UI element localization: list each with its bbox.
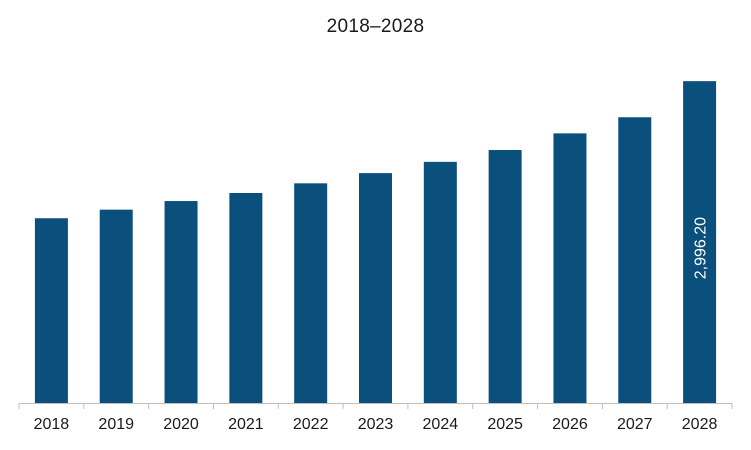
- bar-2024: [423, 161, 457, 403]
- bar-2020: [164, 201, 198, 403]
- chart-title: 2018–2028: [326, 16, 425, 37]
- x-tick-label-2025: 2025: [487, 416, 523, 433]
- bar-2023: [359, 173, 392, 403]
- x-tick-label-2028: 2028: [682, 416, 718, 433]
- bar-2018: [34, 218, 68, 403]
- x-tick-label-2018: 2018: [34, 416, 70, 433]
- bar-2028: [683, 81, 717, 403]
- x-tick-labels-group: 2018 2019 2020 2021 2022 2023 2024 2025 2026 2027…: [34, 416, 718, 433]
- x-tick-label-2020: 2020: [163, 416, 199, 433]
- bars-group: [34, 81, 717, 403]
- bar-2019: [99, 209, 133, 403]
- bar-2022: [294, 183, 328, 403]
- x-tick-label-2019: 2019: [98, 416, 134, 433]
- bar-2021: [229, 192, 263, 403]
- bar-2026: [553, 133, 587, 403]
- tick-marks-group: [18, 403, 733, 409]
- data-label-2028: 2,996.20: [693, 217, 710, 279]
- data-labels-group: 2,996.20: [693, 217, 710, 279]
- x-tick-label-2024: 2024: [423, 416, 459, 433]
- x-tick-label-2027: 2027: [617, 416, 653, 433]
- x-tick-label-2021: 2021: [228, 416, 264, 433]
- x-tick-label-2026: 2026: [552, 416, 588, 433]
- bar-2025: [488, 150, 522, 403]
- x-tick-label-2022: 2022: [293, 416, 329, 433]
- x-tick-label-2023: 2023: [358, 416, 394, 433]
- bar-2027: [618, 117, 652, 403]
